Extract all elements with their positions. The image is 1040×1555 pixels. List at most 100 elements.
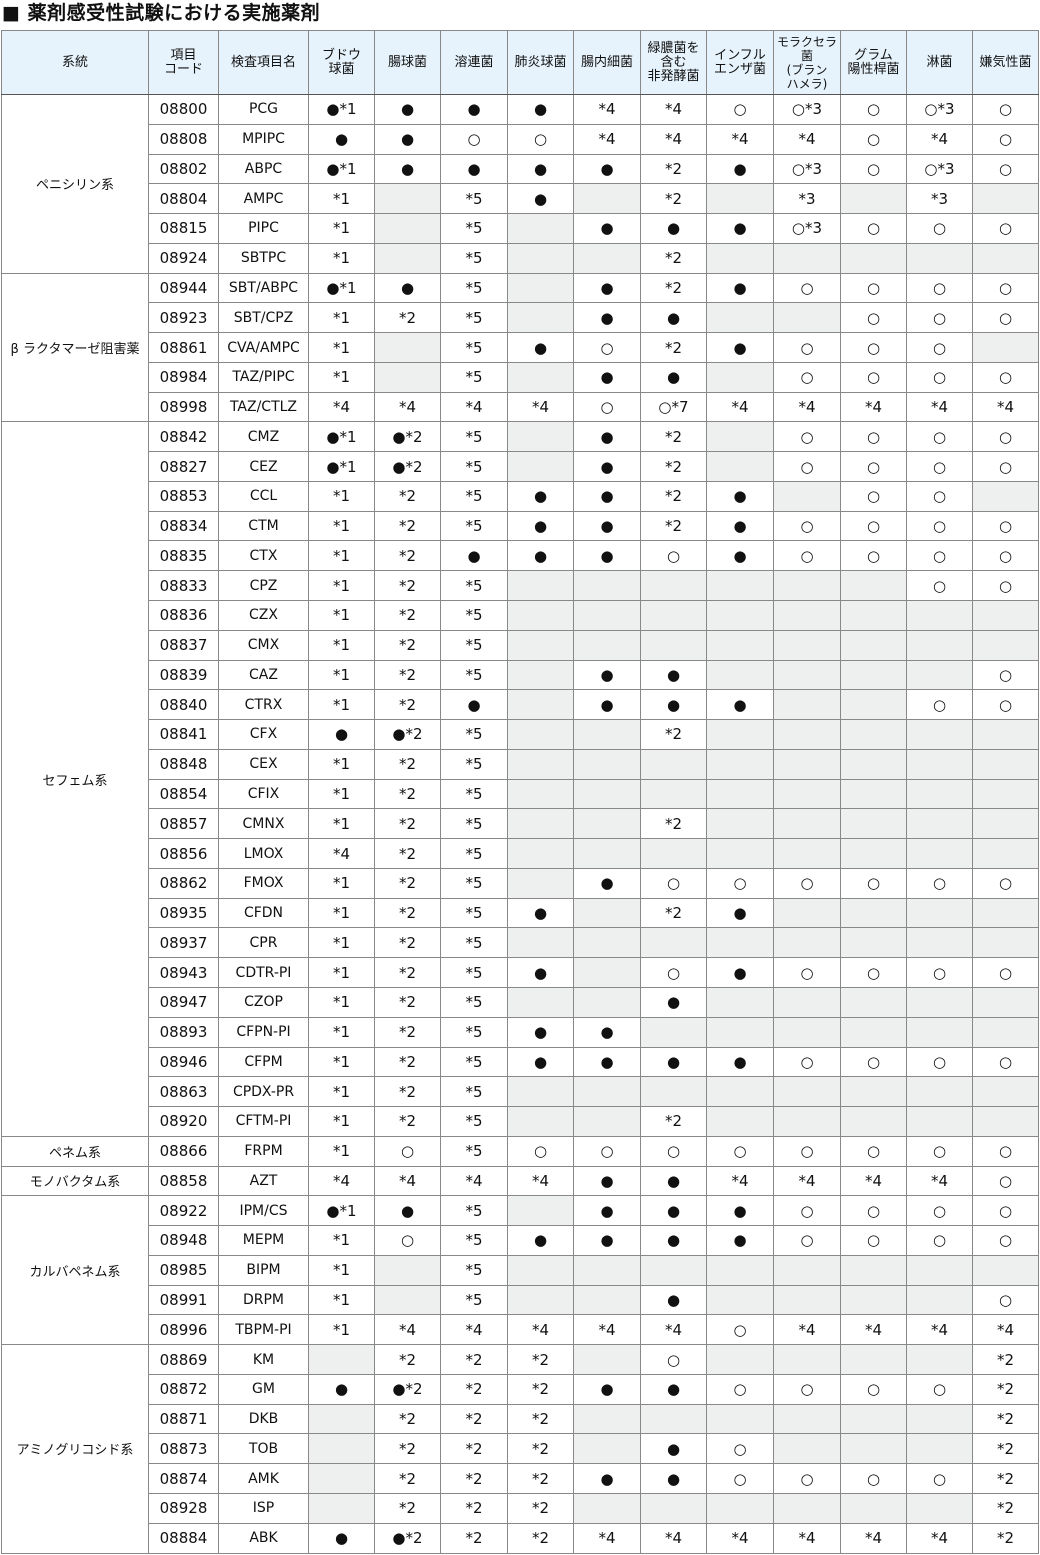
result-cell: ○ (906, 957, 973, 988)
result-cell: ● (308, 1373, 375, 1405)
item-name: CEZ (218, 451, 309, 482)
result-cell: ○ (840, 1135, 907, 1167)
result-cell (773, 1106, 841, 1137)
result-cell: ○ (706, 1314, 774, 1346)
result-cell: ○ (906, 689, 973, 721)
result-cell: ○ (773, 361, 841, 393)
item-name: CMX (218, 629, 309, 661)
result-cell: *4 (308, 1165, 375, 1197)
item-name: MPIPC (218, 123, 309, 155)
result-cell: ● (706, 897, 774, 929)
result-cell: *2 (440, 1433, 508, 1465)
result-cell: *5 (440, 213, 508, 244)
result-cell (507, 1106, 574, 1137)
result-cell (906, 659, 973, 691)
result-cell: *4 (706, 123, 774, 155)
result-cell (573, 1344, 641, 1375)
result-cell (906, 719, 973, 750)
result-cell (840, 659, 907, 691)
item-name: CPDX-PR (218, 1076, 309, 1108)
table-row: 08923 SBT/CPZ *1 *2 *5 ● ● ○ ○ ○ (2, 302, 1039, 334)
result-cell: *2 (640, 183, 707, 215)
result-cell: ○ (906, 213, 973, 244)
result-cell: ● (573, 1165, 641, 1197)
result-cell: ○ (906, 332, 973, 363)
result-cell (773, 480, 841, 512)
result-cell: ● (573, 510, 641, 542)
table-row: 08854 CFIX *1 *2 *5 (2, 778, 1039, 810)
result-cell: *2 (374, 1046, 441, 1078)
item-name: BIPM (218, 1254, 309, 1286)
result-cell (640, 1016, 707, 1048)
result-cell: ●*2 (374, 719, 441, 750)
item-code: 08837 (148, 629, 219, 661)
table-row: 08857 CMNX *1 *2 *5 *2 (2, 808, 1039, 840)
result-cell (507, 570, 574, 602)
result-cell: ● (507, 540, 574, 572)
result-cell (706, 838, 774, 869)
result-cell: *2 (972, 1492, 1039, 1524)
result-cell (573, 927, 641, 959)
result-cell: *4 (906, 123, 973, 155)
item-name: CPR (218, 927, 309, 959)
result-cell: *1 (308, 302, 375, 334)
result-cell (308, 1433, 375, 1465)
result-cell (972, 897, 1039, 929)
result-cell: ○ (906, 302, 973, 334)
result-cell: *2 (972, 1433, 1039, 1465)
item-name: CTX (218, 540, 309, 572)
result-cell: ● (573, 867, 641, 899)
result-cell: *2 (640, 332, 707, 363)
result-cell: *4 (706, 1522, 774, 1554)
page-title: ■ 薬剤感受性試験における実施薬剤 (2, 2, 321, 24)
table-row: 08841 CFX ● ●*2 *5 *2 (2, 719, 1039, 750)
item-code: 08856 (148, 838, 219, 869)
item-code: 08841 (148, 719, 219, 750)
result-cell: ● (308, 1522, 375, 1554)
result-cell: ● (573, 451, 641, 482)
result-cell: ○ (972, 689, 1039, 721)
result-cell: *4 (906, 391, 973, 423)
result-cell: *2 (972, 1463, 1039, 1494)
result-cell: *2 (440, 1492, 508, 1524)
result-cell (972, 332, 1039, 363)
result-cell: ○ (972, 1284, 1039, 1316)
table-row: 08991 DRPM *1 *5 ● ○ (2, 1284, 1039, 1316)
result-cell: *4 (507, 1165, 574, 1197)
result-cell: ○ (840, 94, 907, 125)
result-cell: *5 (440, 600, 508, 631)
result-cell: ○ (840, 123, 907, 155)
table-row: 08996 TBPM-PI *1 *4 *4 *4 *4 *4 ○ *4 *4 *4 *4 (2, 1314, 1039, 1346)
item-code: 08948 (148, 1225, 219, 1256)
result-cell (906, 1403, 973, 1435)
item-name: CFPM (218, 1046, 309, 1078)
result-cell: ● (374, 123, 441, 155)
item-code: 08853 (148, 480, 219, 512)
result-cell: ●*1 (308, 1195, 375, 1227)
result-cell: ○ (773, 1135, 841, 1167)
item-name: CTRX (218, 689, 309, 721)
table-row: モノバクタム系 08858 AZT *4 *4 *4 *4 ● ● *4 *4 *4 *4 ○ (1, 1165, 1039, 1197)
item-name: CEX (218, 748, 309, 780)
result-cell: ●*1 (308, 421, 375, 453)
result-cell (706, 242, 774, 274)
table-row: 08984 TAZ/PIPC *1 *5 ● ● ○ ○ ○ ○ (2, 361, 1039, 393)
result-cell (840, 748, 907, 780)
result-cell: *2 (374, 867, 441, 899)
result-cell: *2 (374, 629, 441, 661)
result-cell (840, 1344, 907, 1375)
result-cell: *1 (308, 927, 375, 959)
result-cell (640, 838, 707, 869)
item-code: 08874 (148, 1463, 219, 1494)
item-code: 08871 (148, 1403, 219, 1435)
result-cell: ○ (906, 540, 973, 572)
result-cell: ○ (840, 213, 907, 244)
result-cell (507, 1254, 574, 1286)
result-cell (706, 808, 774, 840)
result-cell: *2 (640, 242, 707, 274)
result-cell: *2 (374, 1403, 441, 1435)
result-cell: ● (706, 153, 774, 185)
table-row: 08835 CTX *1 *2 ● ● ● ○ ● ○ ○ ○ ○ (2, 540, 1039, 572)
result-cell: *2 (507, 1433, 574, 1465)
result-cell: *1 (308, 1254, 375, 1286)
